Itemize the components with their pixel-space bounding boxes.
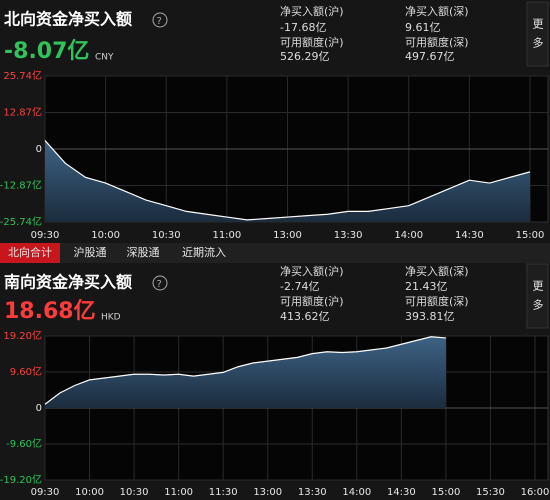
stat-label: 净买入额(沪) <box>280 4 344 18</box>
y-tick-label: 9.60亿 <box>10 365 42 378</box>
y-tick-label: -19.20亿 <box>0 473 42 486</box>
tab[interactable]: 深股通 <box>127 246 160 259</box>
stat-label: 可用额度(沪) <box>280 294 344 308</box>
tab-bar <box>0 243 550 263</box>
stat-value: 413.62亿 <box>280 310 330 323</box>
y-tick-label: 0 <box>36 144 42 155</box>
x-tick-label: 14:00 <box>394 230 423 241</box>
area-fill <box>45 140 530 222</box>
north-currency: CNY <box>95 53 114 63</box>
north-net: -8.07亿 <box>4 39 89 64</box>
x-tick-label: 09:30 <box>31 487 60 498</box>
x-tick-label: 10:30 <box>152 230 181 241</box>
y-tick-label: 12.87亿 <box>3 106 42 119</box>
more-button[interactable] <box>526 1 549 67</box>
x-tick-label: 14:30 <box>455 230 484 241</box>
x-tick-label: 15:00 <box>431 487 460 498</box>
x-tick-label: 13:30 <box>298 487 327 498</box>
more-label[interactable]: 更多 <box>531 280 544 318</box>
x-tick-label: 13:00 <box>253 487 282 498</box>
stat-value: 393.81亿 <box>405 310 455 323</box>
line <box>44 140 531 221</box>
x-tick-label: 14:30 <box>387 487 416 498</box>
help-icon[interactable] <box>152 12 168 28</box>
x-tick-label: 16:00 <box>521 487 550 498</box>
stat-label: 可用额度(深) <box>405 294 469 308</box>
x-tick-label: 15:00 <box>516 230 545 241</box>
stat-value: 526.29亿 <box>280 50 330 63</box>
x-tick-label: 09:30 <box>31 230 60 241</box>
south-title: 南向资金净买入额 <box>4 273 132 292</box>
more-label[interactable]: 更多 <box>531 18 544 56</box>
x-tick-label: 13:30 <box>334 230 363 241</box>
help-icon[interactable] <box>152 275 168 291</box>
y-tick-label: 0 <box>36 403 42 414</box>
y-tick-label: 25.74亿 <box>3 69 42 82</box>
x-tick-label: 11:30 <box>209 487 238 498</box>
x-tick-label: 15:30 <box>476 487 505 498</box>
stat-label: 净买入额(深) <box>405 264 469 278</box>
stat-label: 净买入额(深) <box>405 4 469 18</box>
tab[interactable]: 沪股通 <box>74 245 107 259</box>
stat-value: -17.68亿 <box>280 21 326 34</box>
stat-value: 21.43亿 <box>405 280 448 293</box>
south-net: 18.68亿 <box>4 299 96 324</box>
x-tick-label: 11:00 <box>164 487 193 498</box>
x-tick-label: 10:30 <box>120 487 149 498</box>
area-fill <box>45 336 446 408</box>
x-tick-label: 11:00 <box>212 230 241 241</box>
stat-label: 可用额度(沪) <box>280 35 344 49</box>
x-tick-label: 10:00 <box>91 230 120 241</box>
more-button[interactable] <box>526 263 549 329</box>
north-title: 北向资金净买入额 <box>4 10 132 29</box>
x-tick-label: 10:00 <box>75 487 104 498</box>
y-tick-label: -12.87亿 <box>0 179 42 192</box>
tab[interactable]: 北向合计 <box>8 245 52 259</box>
tab-selected[interactable] <box>0 243 60 263</box>
y-tick-label: 19.20亿 <box>3 329 42 342</box>
x-tick-label: 13:00 <box>273 230 302 241</box>
stat-value: 497.67亿 <box>405 50 455 63</box>
y-tick-label: -9.60亿 <box>6 437 42 450</box>
south-currency: HKD <box>101 313 121 323</box>
stat-value: 9.61亿 <box>405 21 441 34</box>
help-icon-mark: ? <box>157 16 162 27</box>
x-tick-label: 14:00 <box>342 487 371 498</box>
y-tick-label: -25.74亿 <box>0 215 42 228</box>
stat-value: -2.74亿 <box>280 280 319 293</box>
line <box>44 336 446 405</box>
stat-label: 净买入额(沪) <box>280 264 344 278</box>
help-icon-mark: ? <box>157 279 162 290</box>
stat-label: 可用额度(深) <box>405 35 469 49</box>
tab[interactable]: 近期流入 <box>182 245 226 259</box>
